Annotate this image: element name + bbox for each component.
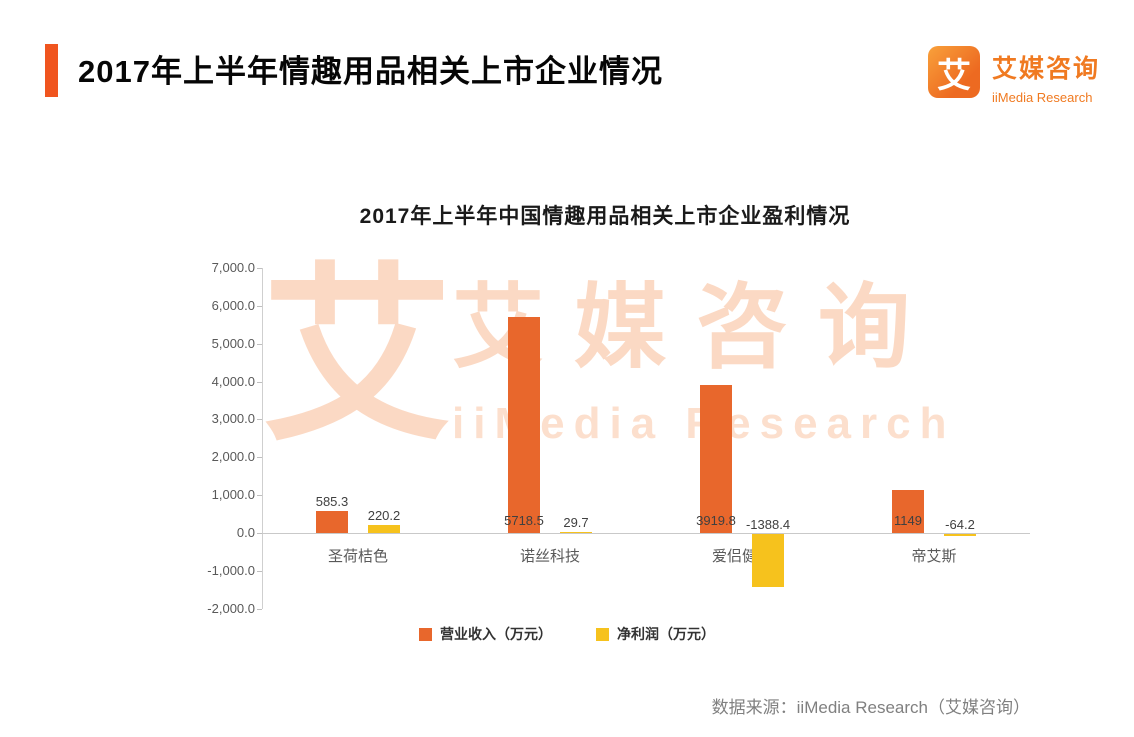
bar-revenue <box>892 489 924 533</box>
y-axis-label: 7,000.0 <box>211 260 255 275</box>
y-axis-label: 3,000.0 <box>211 411 255 427</box>
chart-title: 2017年上半年中国情趣用品相关上市企业盈利情况 <box>359 205 851 228</box>
legend-swatch-icon <box>596 627 609 641</box>
y-axis-tick <box>257 608 262 610</box>
bar-net-profit <box>944 534 976 537</box>
bar-value-label: 3919.8 <box>696 513 736 528</box>
bar-revenue <box>508 316 540 533</box>
logo-text: 艾媒咨询 iiMedia Research <box>992 46 1100 105</box>
page-title: 2017年上半年情趣用品相关上市企业情况 <box>78 54 663 89</box>
y-axis-tick <box>257 533 262 534</box>
y-axis-tick <box>257 343 262 345</box>
x-axis-category-label: 爱侣健康 <box>711 548 772 565</box>
x-axis-category-label: 帝艾斯 <box>911 548 957 565</box>
y-axis-label: 5,000.0 <box>211 335 255 351</box>
bar-net-profit <box>368 524 400 533</box>
legend-swatch-icon <box>419 627 432 641</box>
y-axis-tick <box>257 570 262 572</box>
bar-value-label: 29.7 <box>563 514 589 530</box>
bar-value-label: 5718.5 <box>504 513 544 528</box>
y-axis-label: 1,000.0 <box>211 487 255 503</box>
legend-item: 净利润（万元） <box>596 624 715 644</box>
y-axis-tick <box>257 381 262 383</box>
bar-value-label: 585.3 <box>315 493 349 509</box>
bar-net-profit <box>560 531 592 533</box>
y-axis-label: 6,000.0 <box>211 297 255 313</box>
y-axis-label: 0.0 <box>236 525 255 540</box>
bar-value-label: -64.2 <box>945 517 975 532</box>
bar-revenue <box>316 510 348 533</box>
y-axis-tick <box>257 419 262 421</box>
iimedia-logo-icon: 艾 <box>928 46 980 98</box>
bar-net-profit <box>752 534 784 587</box>
chart-legend: 营业收入（万元） 净利润（万元） <box>0 624 1134 644</box>
logo-name-cn: 艾媒咨询 <box>992 55 1101 83</box>
legend-label: 营业收入（万元） <box>440 626 552 642</box>
bar-revenue <box>700 384 732 533</box>
y-axis-label: 2,000.0 <box>211 449 255 465</box>
y-axis-tick <box>257 495 262 497</box>
y-axis-label: -2,000.0 <box>207 600 255 616</box>
y-axis-tick <box>257 305 262 307</box>
legend-item: 营业收入（万元） <box>419 624 552 644</box>
bar-value-label: 220.2 <box>367 507 401 523</box>
watermark-logo-icon: 艾 <box>262 251 453 463</box>
bar-value-label: -1388.4 <box>745 517 791 532</box>
brand-logo: 艾 艾媒咨询 iiMedia Research <box>928 46 1100 105</box>
title-accent-bar <box>45 44 58 97</box>
y-axis-label: -1,000.0 <box>207 562 255 578</box>
y-axis-tick <box>257 457 262 459</box>
legend-label: 净利润（万元） <box>617 626 715 642</box>
logo-glyph: 艾 <box>937 56 971 95</box>
y-axis-label: 4,000.0 <box>211 373 255 389</box>
bar-value-label: 1149 <box>894 513 922 528</box>
y-axis-line <box>262 268 263 609</box>
x-axis-category-label: 圣荷桔色 <box>327 548 388 565</box>
x-axis-category-label: 诺丝科技 <box>519 548 580 565</box>
y-axis-tick <box>257 268 262 269</box>
x-axis-line <box>262 533 1030 534</box>
logo-name-en: iiMedia Research <box>992 90 1093 105</box>
data-source: 数据来源：iiMedia Research（艾媒咨询） <box>711 698 1030 717</box>
